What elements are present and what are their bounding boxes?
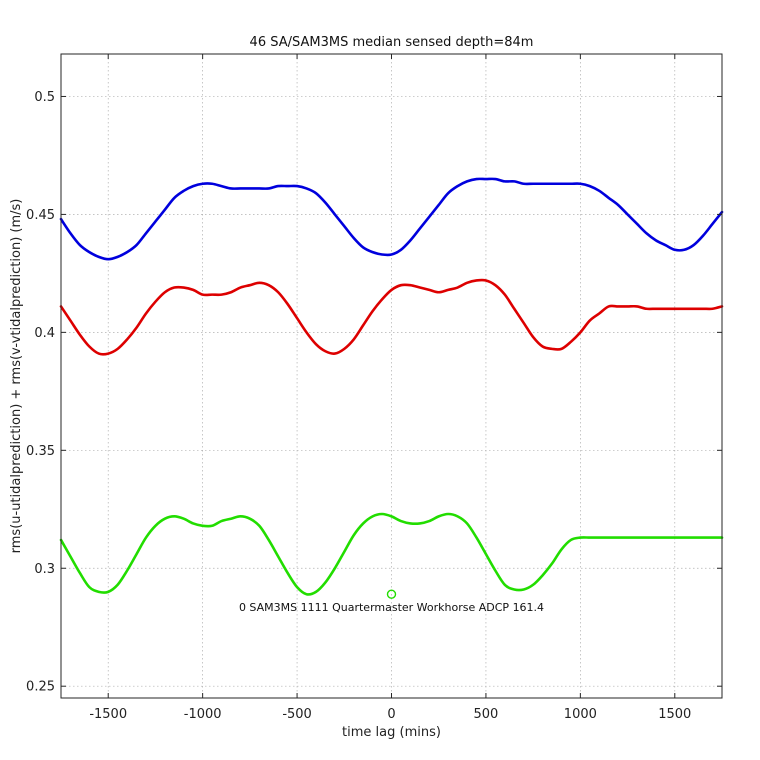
series-line-blue bbox=[59, 177, 724, 261]
y-axis-label: rms(u-utidalprediction) + rms(v-vtidalpr… bbox=[9, 199, 24, 554]
series-layer bbox=[59, 177, 724, 599]
y-tick-label: 0.3 bbox=[34, 562, 55, 577]
y-tick-label: 0.5 bbox=[34, 90, 55, 105]
x-tick-label: 0 bbox=[387, 707, 395, 722]
y-tick-label: 0.25 bbox=[26, 680, 55, 695]
x-tick-label: -1000 bbox=[184, 707, 222, 722]
annotation-text: 0 SAM3MS 1111 Quartermaster Workhorse AD… bbox=[239, 601, 544, 614]
x-tick-label: 1500 bbox=[658, 707, 691, 722]
ticks: -1500 -1000 -500 0 500 1000 1500 0.25 0.3 0.35 0.4… bbox=[26, 54, 722, 722]
chart-title: 46 SA/SAM3MS median sensed depth=84m bbox=[250, 35, 534, 50]
x-tick-label: -500 bbox=[282, 707, 312, 722]
x-tick-label: 500 bbox=[474, 707, 499, 722]
x-axis-label: time lag (mins) bbox=[342, 725, 441, 740]
series-line-green bbox=[59, 512, 724, 596]
y-tick-label: 0.45 bbox=[26, 208, 55, 223]
y-tick-label: 0.35 bbox=[26, 444, 55, 459]
x-tick-label: 1000 bbox=[564, 707, 597, 722]
series-line-red bbox=[59, 278, 724, 356]
data-marker bbox=[386, 589, 397, 599]
y-tick-label: 0.4 bbox=[34, 326, 55, 341]
x-tick-label: -1500 bbox=[89, 707, 127, 722]
